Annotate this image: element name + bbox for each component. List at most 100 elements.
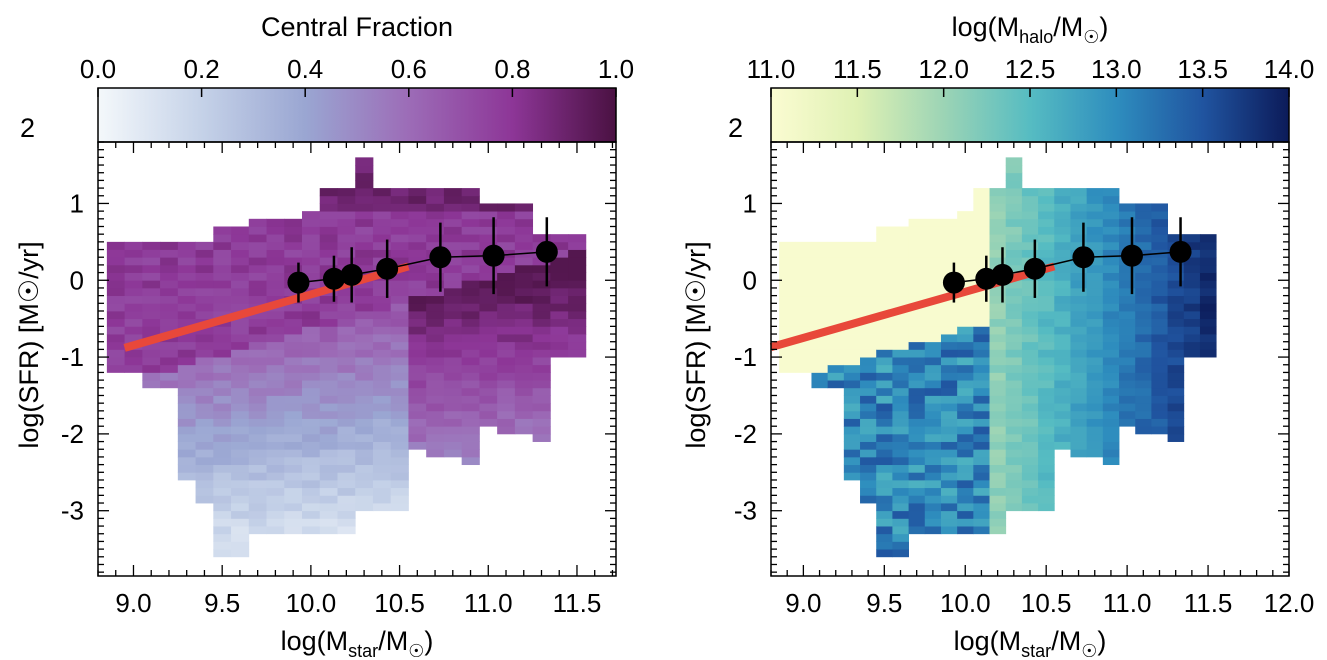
left-plot-frame [97, 141, 617, 577]
l-heatmap-cell [372, 211, 392, 220]
l-heatmap-cell [479, 280, 498, 289]
r-heatmap-cell [924, 241, 942, 250]
r-heatmap-cell [1086, 387, 1104, 396]
l-heatmap-cell [390, 426, 409, 435]
r-heatmap-cell [1021, 303, 1039, 312]
r-heatmap-cell [908, 464, 926, 473]
l-heatmap-cell [231, 272, 250, 281]
r-heatmap-cell [779, 295, 796, 304]
r-heatmap-cell [1070, 203, 1088, 212]
r-heatmap-cell [1167, 341, 1185, 350]
r-heatmap-cell [892, 318, 909, 327]
r-heatmap-cell [940, 380, 958, 389]
l-heatmap-cell [390, 241, 409, 250]
r-heatmap-cell [860, 479, 877, 489]
l-heatmap-cell [337, 203, 356, 212]
r-heatmap-cell [908, 518, 926, 527]
l-heatmap-cell [443, 380, 463, 389]
r-heatmap-cell [1038, 303, 1055, 312]
r-heatmap-cell [908, 418, 926, 427]
l-heatmap-cell [319, 449, 338, 458]
r-heatmap-cell [989, 211, 1007, 220]
l-heatmap-cell [302, 341, 321, 350]
r-heatmap-cell [779, 257, 796, 266]
l-heatmap-cell [213, 272, 232, 281]
r-heatmap-cell [957, 280, 974, 289]
r-heatmap-cell [1038, 503, 1055, 512]
r-heatmap-cell [843, 341, 861, 350]
r-heatmap-cell [876, 272, 893, 281]
r-heatmap-cell [811, 272, 829, 281]
r-heatmap-cell [843, 380, 861, 389]
r-heatmap-cell [1102, 218, 1120, 227]
l-heatmap-cell [177, 456, 196, 466]
l-heatmap-cell [302, 464, 321, 473]
l-heatmap-cell [319, 495, 338, 504]
r-heatmap-cell [860, 449, 877, 458]
r-heatmap-cell [1119, 410, 1136, 419]
l-heatmap-cell [550, 272, 569, 281]
r-heatmap-cell [973, 510, 990, 519]
l-heatmap-cell [390, 503, 409, 512]
l-heatmap-cell [248, 334, 267, 343]
r-heatmap-cell [843, 426, 861, 435]
r-heatmap-cell [940, 426, 958, 435]
r-heatmap-cell [908, 510, 926, 519]
r-heatmap-cell [940, 249, 958, 258]
r-heatmap-cell [924, 380, 942, 389]
r-heatmap-cell [1021, 403, 1039, 412]
r-heatmap-cell [1021, 234, 1039, 243]
r-heatmap-cell [1086, 410, 1104, 419]
r-heatmap-cell [1005, 180, 1023, 189]
r-heatmap-cell [940, 341, 958, 350]
r-heatmap-cell [1167, 395, 1185, 404]
r-heatmap-cell [973, 456, 990, 466]
r-heatmap-cell [1102, 280, 1120, 289]
l-heatmap-cell [231, 249, 250, 258]
l-heatmap-cell [266, 433, 285, 442]
l-heatmap-cell [266, 272, 285, 281]
r-heatmap-cell [1102, 303, 1120, 312]
r-heatmap-cell [924, 226, 942, 235]
l-heatmap-cell [408, 203, 427, 212]
l-heatmap-cell [372, 464, 392, 473]
r-heatmap-cell [1135, 334, 1152, 343]
l-x-tick-label: 11.5 [553, 588, 602, 618]
l-heatmap-cell [568, 349, 587, 358]
r-heatmap-cell [843, 249, 861, 258]
l-heatmap-cell [195, 418, 214, 427]
l-heatmap-cell [177, 380, 196, 389]
r-heatmap-cell [908, 403, 926, 412]
r-heatmap-cell [1167, 264, 1185, 273]
r-heatmap-cell [892, 410, 909, 419]
r-heatmap-cell [876, 264, 893, 273]
r-heatmap-cell [1086, 310, 1104, 320]
l-heatmap-cell [319, 218, 338, 227]
l-heatmap-cell [479, 241, 498, 250]
r-heatmap-cell [1021, 456, 1039, 466]
r-heatmap-cell [973, 334, 990, 343]
r-heatmap-cell [1135, 234, 1152, 243]
l-heatmap-cell [461, 326, 480, 335]
l-heatmap-cell [479, 303, 498, 312]
r-heatmap-cell [1119, 264, 1136, 273]
r-heatmap-cell [1119, 218, 1136, 227]
r-heatmap-cell [973, 487, 990, 496]
r-median-point [1120, 244, 1143, 267]
r-heatmap-cell [1038, 403, 1055, 412]
l-heatmap-cell [479, 218, 498, 227]
l-heatmap-cell [195, 487, 214, 496]
r-heatmap-cell [1054, 287, 1071, 297]
r-heatmap-cell [940, 395, 958, 404]
r-heatmap-cell [1005, 418, 1023, 427]
r-heatmap-cell [1021, 449, 1039, 458]
l-heatmap-cell [372, 303, 392, 312]
l-heatmap-cell [372, 349, 392, 358]
r-heatmap-cell [924, 357, 942, 366]
l-median-point [287, 271, 310, 294]
l-heatmap-cell [319, 334, 338, 343]
r-heatmap-cell [1038, 357, 1055, 366]
r-heatmap-cell [1167, 287, 1185, 297]
l-heatmap-cell [372, 280, 392, 289]
l-heatmap-cell [266, 295, 285, 304]
